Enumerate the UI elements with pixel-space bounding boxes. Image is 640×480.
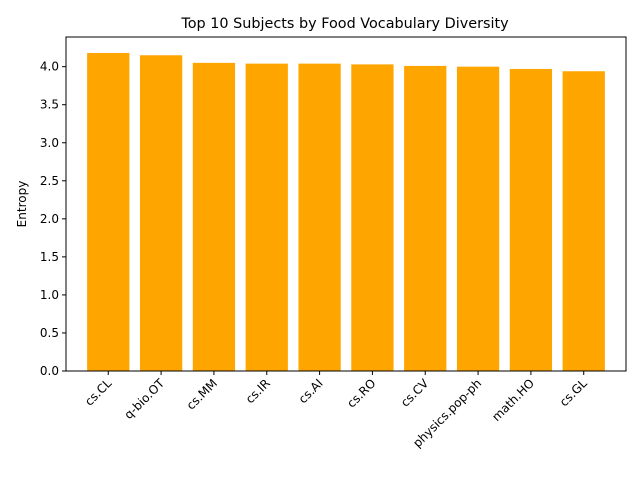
bar-cs.AI — [298, 63, 341, 372]
x-tick-label: math.HO — [489, 376, 537, 424]
bar-cs.GL — [562, 71, 605, 371]
y-axis: 0.0 0.5 1.0 1.5 2.0 2.5 3.0 3.5 4.0 — [40, 60, 66, 378]
bar-q-bio.OT — [139, 55, 183, 372]
chart-title: Top 10 Subjects by Food Vocabulary Diver… — [180, 16, 509, 32]
bar-cs.CL — [87, 52, 130, 371]
bar-cs.IR — [245, 63, 288, 372]
x-tick-label: cs.IR — [243, 376, 273, 406]
y-tick-label: 1.0 — [40, 288, 59, 302]
x-axis: cs.CL q-bio.OT cs.MM cs.IR cs.AI cs.RO cs.CVph… — [82, 371, 590, 450]
x-tick-label: cs.MM — [184, 376, 220, 412]
y-tick-label: 2.0 — [40, 212, 59, 226]
plot-frame — [65, 36, 627, 372]
y-tick-label: 4.0 — [40, 60, 59, 74]
bar-cs.CV — [404, 65, 447, 371]
x-tick-label: cs.AI — [296, 376, 326, 406]
y-tick-label: 3.5 — [40, 98, 59, 112]
y-tick-label: 2.5 — [40, 174, 59, 188]
x-tick-label: q-bio.OT — [122, 376, 168, 422]
y-tick-label: 0.0 — [40, 364, 59, 378]
bars — [87, 52, 605, 372]
bar-cs.MM — [192, 62, 236, 371]
x-tick-label: cs.CL — [82, 376, 115, 409]
bar-math.HO — [509, 68, 553, 372]
y-axis-label: Entropy — [15, 181, 29, 228]
bar-cs.RO — [351, 64, 394, 371]
y-tick-label: 1.5 — [40, 250, 59, 264]
x-tick-label: cs.CV — [398, 376, 432, 410]
y-tick-label: 3.0 — [40, 136, 59, 150]
x-tick-label: cs.GL — [557, 376, 590, 409]
y-tick-label: 0.5 — [40, 326, 59, 340]
bar-physics.pop-ph — [456, 66, 500, 371]
x-tick-label: cs.RO — [344, 376, 378, 410]
